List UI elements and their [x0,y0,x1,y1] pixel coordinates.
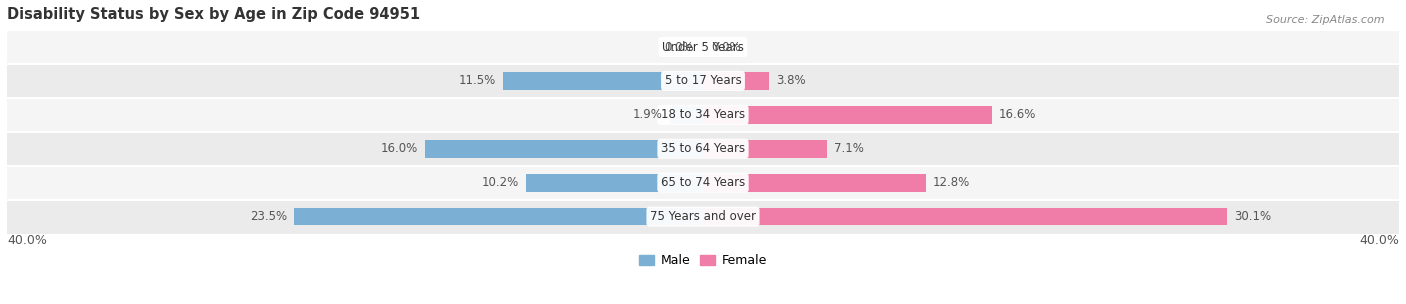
Bar [7,98,1399,132]
Text: Under 5 Years: Under 5 Years [662,40,744,54]
Bar [7,166,1399,200]
Text: 35 to 64 Years: 35 to 64 Years [661,142,745,155]
Text: 11.5%: 11.5% [458,74,496,88]
Text: 7.1%: 7.1% [834,142,863,155]
Text: 40.0%: 40.0% [7,233,46,247]
Bar [703,72,769,90]
Text: 0.0%: 0.0% [711,40,741,54]
Bar [425,140,703,157]
Bar [669,106,703,124]
Bar [7,30,1399,64]
Bar [7,200,1399,233]
Text: 10.2%: 10.2% [481,176,519,189]
Text: 30.1%: 30.1% [1233,210,1271,223]
Text: 65 to 74 Years: 65 to 74 Years [661,176,745,189]
Text: Source: ZipAtlas.com: Source: ZipAtlas.com [1267,15,1385,25]
Text: Disability Status by Sex by Age in Zip Code 94951: Disability Status by Sex by Age in Zip C… [7,7,420,22]
Bar [703,174,925,192]
Bar [526,174,703,192]
Bar [703,140,827,157]
Bar [503,72,703,90]
Text: 23.5%: 23.5% [250,210,287,223]
Text: 5 to 17 Years: 5 to 17 Years [665,74,741,88]
Text: 16.0%: 16.0% [381,142,418,155]
Legend: Male, Female: Male, Female [634,249,772,272]
Bar [294,208,703,226]
Text: 0.0%: 0.0% [665,40,695,54]
Text: 16.6%: 16.6% [998,108,1036,121]
Text: 3.8%: 3.8% [776,74,806,88]
Bar [703,106,991,124]
Text: 12.8%: 12.8% [932,176,970,189]
Bar [703,208,1227,226]
Text: 18 to 34 Years: 18 to 34 Years [661,108,745,121]
Text: 1.9%: 1.9% [633,108,664,121]
Text: 75 Years and over: 75 Years and over [650,210,756,223]
Bar [7,64,1399,98]
Bar [7,132,1399,166]
Text: 40.0%: 40.0% [1360,233,1399,247]
